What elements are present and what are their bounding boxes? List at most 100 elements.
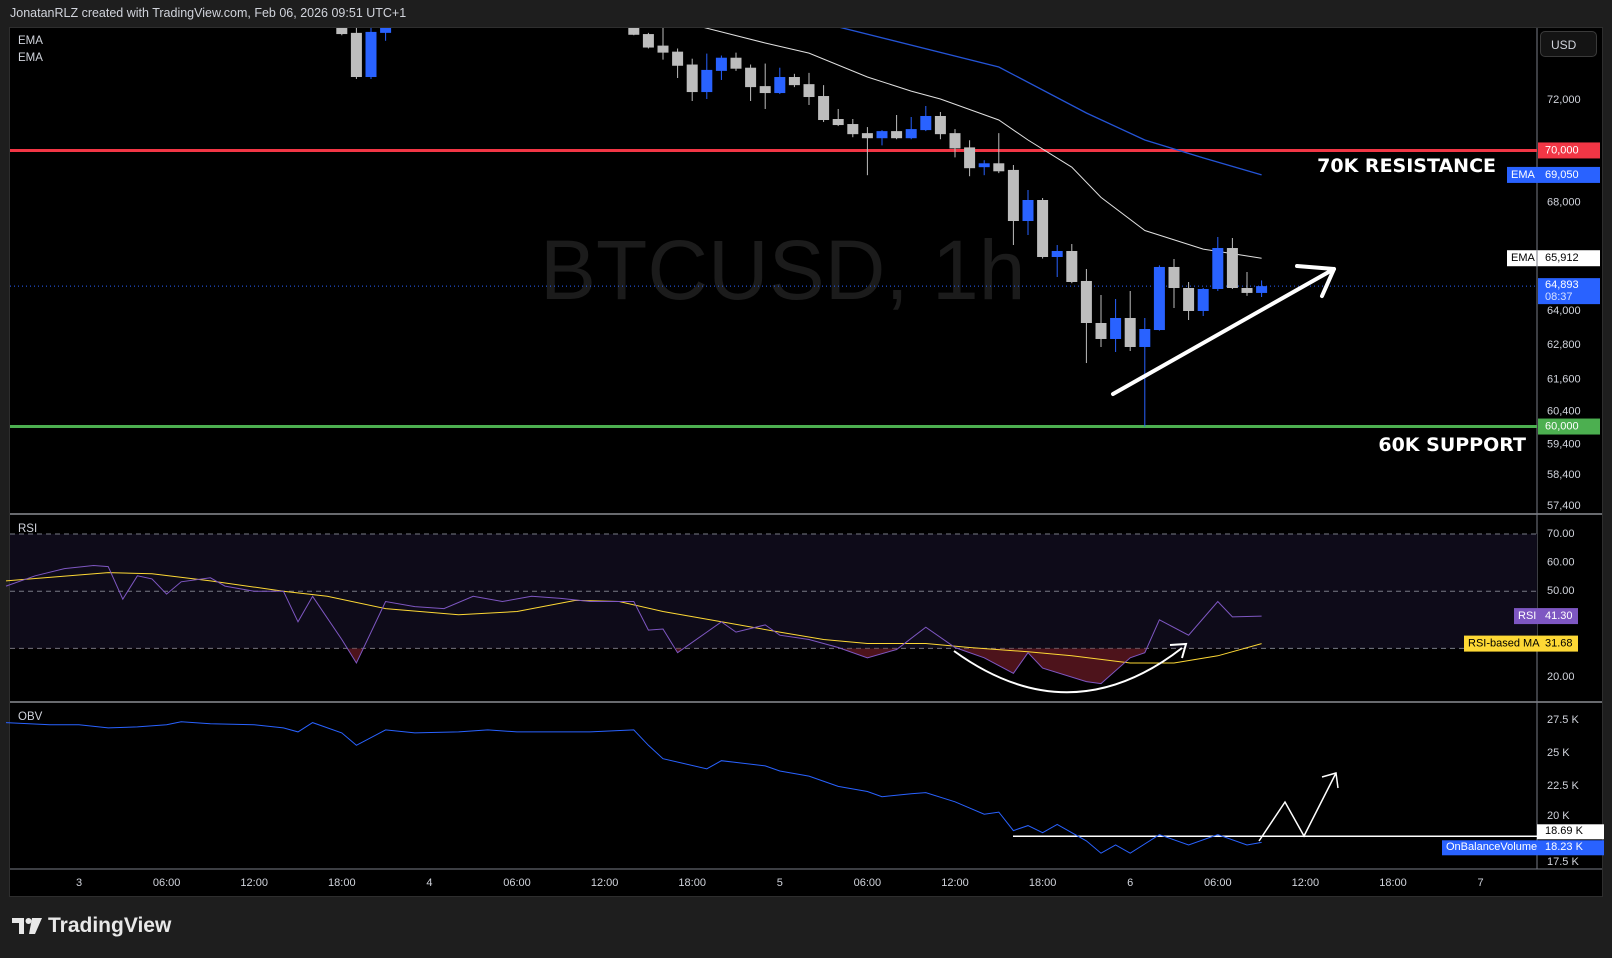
- obv-zigzag-arrow-head: [1321, 772, 1339, 789]
- time-tick-label: 18:00: [678, 877, 706, 889]
- ema-fast-tag: EMA: [1511, 252, 1536, 264]
- candle: [1007, 164, 1019, 246]
- candle: [891, 114, 903, 140]
- candle: [380, 28, 392, 41]
- candle: [949, 129, 961, 158]
- bar-countdown-label: 08:37: [1545, 291, 1573, 303]
- candle-body: [803, 84, 815, 98]
- tradingview-logo[interactable]: TradingView: [12, 914, 171, 938]
- candle: [1037, 198, 1049, 259]
- rsi-value-badge: [1514, 608, 1578, 625]
- candle-body: [978, 163, 990, 168]
- candle-body: [876, 131, 888, 139]
- time-tick-label: 12:00: [591, 877, 619, 889]
- candle-body: [1212, 248, 1224, 289]
- candle-body: [1080, 280, 1092, 323]
- candle-body: [350, 32, 362, 78]
- candle: [905, 116, 917, 140]
- candle-body: [672, 51, 684, 66]
- candle: [1168, 258, 1180, 309]
- candle-body: [847, 124, 859, 135]
- rsi-ma-line: [5, 572, 1262, 664]
- candle-body: [1139, 329, 1151, 347]
- candle: [803, 72, 815, 105]
- candle: [642, 32, 654, 49]
- rsi-oversold-fill: [10, 648, 1262, 684]
- tradingview-logo-icon: [12, 918, 42, 934]
- obv-line-badge: [1537, 824, 1604, 840]
- obv-value: 18.23 K: [1545, 841, 1584, 853]
- price-tick-label: 68,000: [1547, 196, 1581, 208]
- rsi-ma-badge: [1464, 635, 1578, 652]
- rsi-value: 41.30: [1545, 610, 1573, 622]
- candle: [1197, 288, 1209, 316]
- candle: [993, 133, 1005, 174]
- candle: [774, 67, 786, 95]
- obv-line: [5, 721, 1262, 854]
- candle-body: [920, 115, 932, 131]
- price-tick-label: 60,400: [1547, 406, 1581, 418]
- candle: [365, 28, 377, 79]
- candle-body: [730, 57, 742, 69]
- candle-body: [1051, 250, 1063, 258]
- candle-body: [336, 28, 348, 35]
- time-tick-label: 5: [777, 877, 783, 889]
- candle: [964, 140, 976, 177]
- legend-obv[interactable]: OBV: [18, 711, 43, 723]
- candle-body: [1153, 266, 1165, 331]
- time-tick-label: 7: [1478, 877, 1484, 889]
- candle-body: [1110, 317, 1122, 339]
- legend-rsi[interactable]: RSI: [18, 523, 38, 535]
- obv-tick-label: 20 K: [1547, 810, 1570, 822]
- candle-body: [745, 67, 757, 88]
- candle: [1226, 238, 1238, 289]
- candle-body: [365, 31, 377, 78]
- rsi-tick-label: 70.00: [1547, 528, 1575, 540]
- obv-tick-label: 17.5 K: [1547, 856, 1579, 868]
- brand-name: TradingView: [48, 914, 172, 937]
- ema-slow-value: 69,050: [1545, 169, 1579, 181]
- candle: [350, 28, 362, 79]
- obv-line-value: 18.69 K: [1545, 825, 1584, 837]
- ema-slow-line: [839, 28, 1262, 176]
- time-tick-label: 18:00: [1029, 877, 1057, 889]
- ema-slow-badge: [1507, 166, 1600, 183]
- rsi-tick-label: 50.00: [1547, 585, 1575, 597]
- price-tick-label: 59,400: [1547, 438, 1581, 450]
- rsi-pane: [5, 564, 1262, 685]
- time-tick-label: 12:00: [240, 877, 268, 889]
- currency-button[interactable]: USD: [1540, 31, 1597, 57]
- candle-body: [1066, 250, 1078, 282]
- candle-body: [1241, 288, 1253, 293]
- legend-ema-fast[interactable]: EMA: [18, 35, 43, 47]
- trend-arrow[interactable]: [1111, 267, 1336, 396]
- candle-body: [1095, 322, 1107, 339]
- candle: [730, 52, 742, 71]
- last-price-label: 64,893: [1545, 279, 1579, 291]
- price-tick-label: 72,000: [1547, 94, 1581, 106]
- legend-ema-slow[interactable]: EMA: [18, 52, 43, 64]
- candle: [628, 28, 640, 36]
- candle: [715, 55, 727, 80]
- chart-frame[interactable]: [9, 27, 1603, 897]
- candle-body: [701, 69, 713, 93]
- candle-body: [380, 28, 392, 33]
- rsi-curve-arrow[interactable]: [953, 647, 1183, 694]
- symbol-watermark: BTCUSD, 1h: [540, 223, 1026, 317]
- price-tick-label: 57,400: [1547, 500, 1581, 512]
- trend-arrow-head: [1295, 264, 1336, 298]
- time-tick-label: 6: [1127, 877, 1133, 889]
- obv-zigzag-arrow[interactable]: [1258, 772, 1337, 842]
- candle: [336, 28, 348, 36]
- price-tick-label: 61,600: [1547, 373, 1581, 385]
- candle: [788, 73, 800, 88]
- candle-body: [832, 119, 844, 126]
- price-pane: [10, 28, 1537, 429]
- candle: [832, 108, 844, 127]
- resistance-price-label: 70,000: [1545, 144, 1579, 156]
- ema-fast-badge: [1507, 250, 1600, 267]
- candle-body: [1256, 286, 1268, 293]
- candle: [1095, 294, 1107, 347]
- price-tick-label: 62,800: [1547, 339, 1581, 351]
